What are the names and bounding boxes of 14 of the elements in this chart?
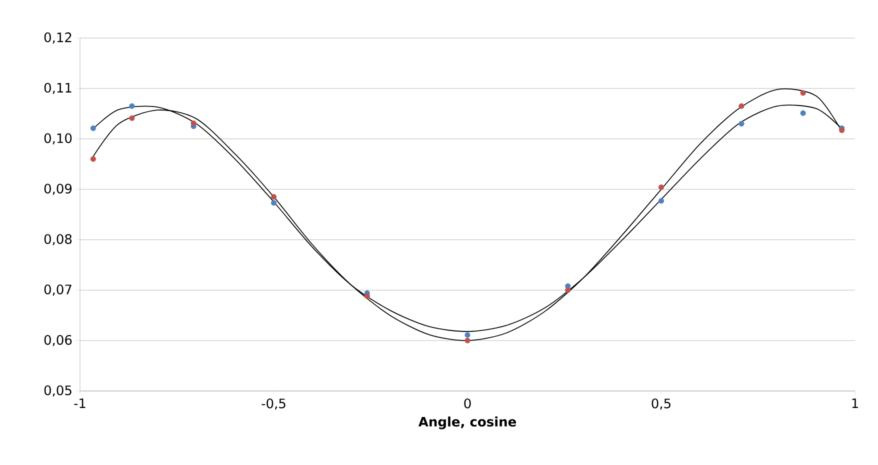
y-tick-label: 0,11 (44, 82, 72, 94)
x-tick-label: 0 (464, 398, 471, 408)
y-tick-label: 0,06 (44, 334, 72, 346)
x-tick-label: -1 (74, 398, 86, 408)
y-tick-label: 0,12 (44, 32, 72, 44)
x-tick-label: 1 (852, 398, 858, 408)
y-tick-label: 0,10 (44, 133, 72, 144)
x-axis-title: Angle, cosine (418, 416, 516, 430)
x-tick-label: 0,5 (652, 398, 670, 410)
y-tick-label: 0,07 (44, 284, 72, 296)
y-tick-label: 0,05 (44, 385, 72, 397)
x-tick-label: -0,5 (262, 398, 286, 410)
y-tick-label: 0,09 (44, 184, 72, 195)
y-tick-label: 0,08 (44, 234, 72, 246)
